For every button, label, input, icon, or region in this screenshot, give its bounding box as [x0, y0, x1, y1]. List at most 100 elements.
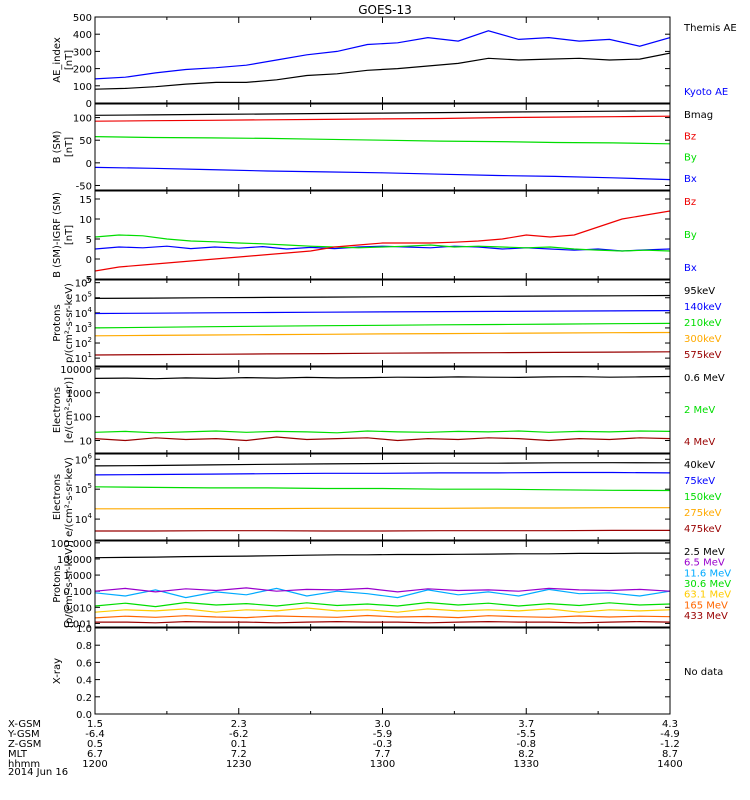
- series-line: [95, 614, 670, 619]
- panel-frame: [94, 540, 671, 628]
- legend-entry: 6.5 MeV: [684, 558, 725, 569]
- series-line: [95, 234, 670, 252]
- date-label: 2014 Jun 16: [8, 767, 68, 778]
- legend-entry: Bz: [684, 131, 696, 142]
- legend-entry: 75keV: [684, 476, 715, 487]
- series-line: [95, 210, 670, 272]
- ephemeris-value: 2.3: [231, 719, 247, 730]
- y-axis-label: X-ray: [52, 658, 63, 684]
- legend-entry: 300keV: [684, 334, 722, 345]
- panel-frame: [94, 103, 671, 191]
- y-axis-label: Protons: [52, 304, 63, 341]
- y-axis-unit: e/(cm²-s-sr-keV): [64, 457, 75, 537]
- series-line: [95, 587, 670, 593]
- ephemeris-value: 3.7: [518, 719, 534, 730]
- legend-entry: Bz: [684, 197, 696, 208]
- legend-entry: 4 MeV: [684, 437, 715, 448]
- panel-protons_mev: 0.001 0.010 0.100 1.000 10.000 100.000 Protons…: [51, 539, 732, 631]
- y-axis-unit: [nT]: [64, 225, 75, 245]
- ephemeris-row-label: hhmm: [8, 759, 40, 770]
- y-tick-label: 104: [75, 512, 93, 526]
- y-axis-unit: [nT]: [64, 50, 75, 70]
- y-tick-label: 10: [79, 215, 92, 226]
- ephemeris-value: 1330: [514, 759, 539, 770]
- y-tick-label: 0.2: [76, 693, 92, 704]
- panel-frame: [94, 366, 671, 454]
- series-line: [95, 430, 670, 434]
- y-tick-label: 50: [79, 136, 92, 147]
- ephemeris-value: -1.2: [660, 739, 680, 750]
- ephemeris-value: 7.2: [231, 749, 247, 760]
- y-tick-label: -5: [82, 275, 92, 286]
- y-tick-label: 1.0: [76, 624, 92, 635]
- series-line: [95, 471, 670, 476]
- panel-frame: [94, 453, 671, 541]
- series-line: [95, 351, 670, 356]
- legend-entry: By: [684, 153, 697, 164]
- ephemeris-value: 4.3: [662, 719, 678, 730]
- y-tick-label: 105: [75, 482, 92, 496]
- legend-entry: 40keV: [684, 460, 715, 471]
- y-axis-unit: p/(cm²-s-sr-keV): [64, 283, 75, 363]
- y-tick-label: 100: [73, 114, 92, 125]
- y-axis-unit: [p/(cm²-s-sr-keV)]: [64, 540, 75, 628]
- y-tick-label: 10000: [60, 365, 92, 376]
- y-tick-label: 101: [75, 351, 92, 365]
- ephemeris-value: 1200: [82, 759, 107, 770]
- y-axis-label: Electrons: [52, 387, 63, 433]
- legend-entry: 210keV: [684, 318, 722, 329]
- ephemeris-value: 6.7: [87, 749, 103, 760]
- panel-electrons_kev: 104 105 106 Electrons e/(cm²-s-sr-keV) 40keV 7…: [52, 452, 722, 541]
- y-axis-unit: [e/(cm²-s-sr)]: [64, 377, 75, 443]
- series-line: [95, 136, 670, 145]
- legend-entry: 2 MeV: [684, 405, 715, 416]
- ephemeris-value: -0.8: [516, 739, 536, 750]
- series-line: [95, 331, 670, 337]
- no-data-note: No data: [684, 667, 723, 678]
- legend-entry: 0.6 MeV: [684, 373, 725, 384]
- figure-title: GOES-13: [358, 3, 412, 17]
- series-line: [95, 310, 670, 315]
- legend-entry: 2.5 MeV: [684, 547, 725, 558]
- y-tick-label: 0.001: [63, 619, 92, 630]
- series-line: [95, 294, 670, 299]
- ephemeris-value: 8.7: [662, 749, 678, 760]
- legend-entry: 63.1 MeV: [684, 590, 731, 601]
- series-line: [95, 529, 670, 532]
- ephemeris-row-label: Y-GSM: [7, 729, 40, 740]
- series-line: [95, 110, 670, 116]
- legend-entry: 475keV: [684, 524, 722, 535]
- y-tick-label: 0.8: [76, 641, 92, 652]
- legend-entry: 11.6 MeV: [684, 568, 731, 579]
- y-tick-label: 400: [73, 30, 92, 41]
- legend-entry: 165 MeV: [684, 600, 728, 611]
- y-tick-label: 102: [75, 336, 92, 350]
- y-axis-unit: [nT]: [64, 137, 75, 157]
- legend-entry: 275keV: [684, 508, 722, 519]
- y-tick-label: 5: [86, 235, 92, 246]
- panel-xray: 0.0 0.2 0.4 0.6 0.8 1.0 X-ray No data: [52, 624, 723, 721]
- y-axis-label: Protons: [52, 565, 63, 602]
- ephemeris-value: 7.7: [375, 749, 391, 760]
- ephemeris-value: 0.1: [231, 739, 247, 750]
- y-tick-label: 100: [73, 413, 92, 424]
- series-line: [95, 620, 670, 624]
- legend-entry: 95keV: [684, 286, 715, 297]
- series-line: [95, 436, 670, 442]
- ephemeris-value: -0.3: [373, 739, 393, 750]
- ephemeris-row-label: MLT: [8, 749, 28, 760]
- legend-entry: By: [684, 230, 697, 241]
- y-tick-label: 103: [75, 321, 92, 335]
- y-tick-label: 0.4: [76, 676, 92, 687]
- y-tick-label: 0: [86, 255, 92, 266]
- y-tick-label: 500: [73, 13, 92, 24]
- ephemeris-value: 1300: [370, 759, 395, 770]
- panel-ae: 0 100 200 300 400 500 AE_index [nT] Themis AE Kyo…: [52, 13, 737, 110]
- panel-frame: [94, 627, 671, 715]
- y-tick-label: 300: [73, 47, 92, 58]
- y-tick-label: 100: [73, 82, 92, 93]
- series-line: [95, 601, 670, 608]
- series-line: [95, 166, 670, 181]
